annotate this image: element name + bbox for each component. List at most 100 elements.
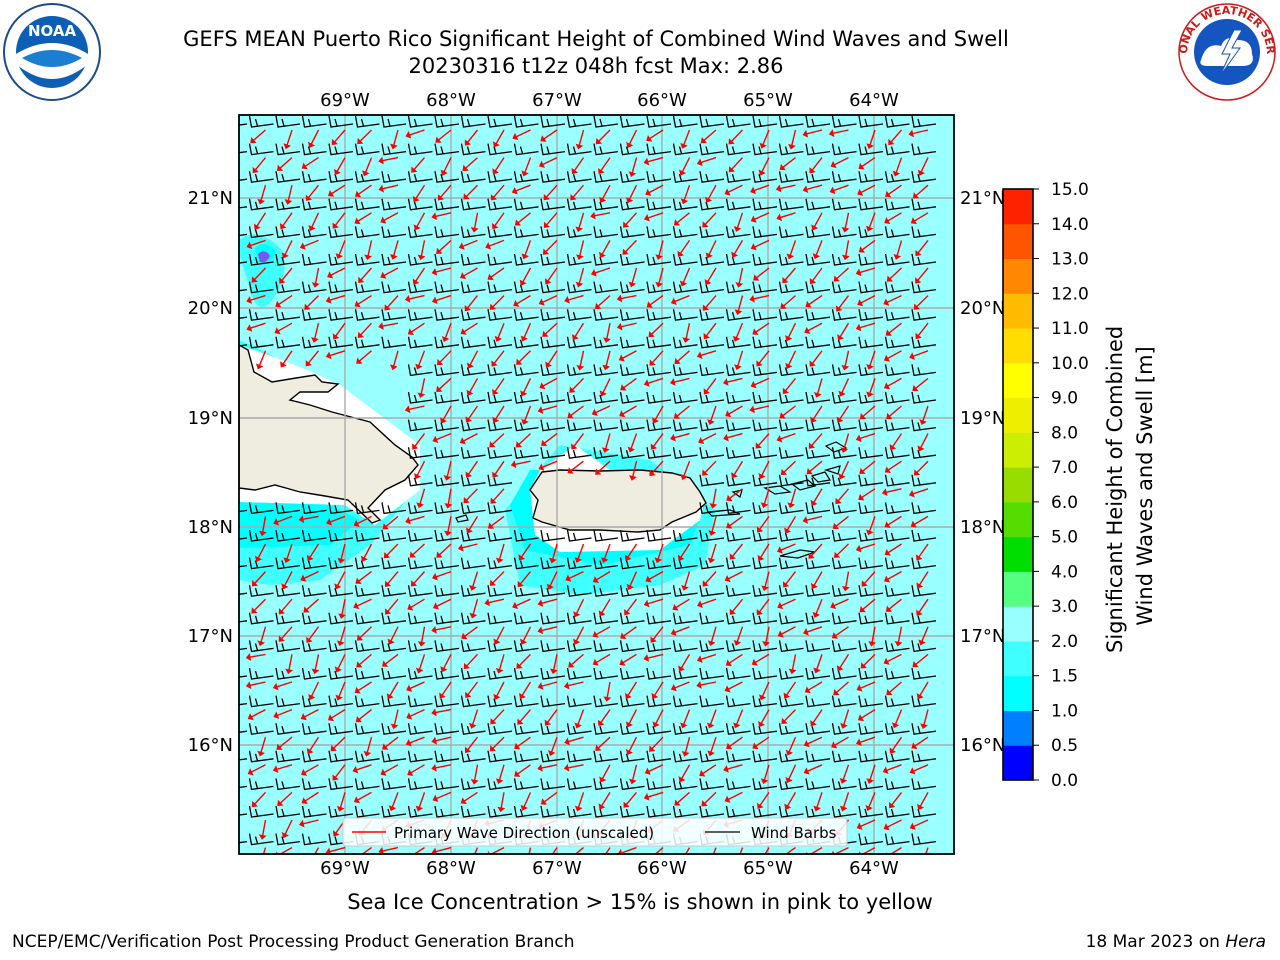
wind-barb [248, 529, 274, 542]
wind-barb [911, 115, 937, 128]
wave-direction-arrow [239, 240, 240, 242]
wave-direction-arrow [673, 377, 690, 383]
wave-arrow-head [354, 190, 362, 198]
wind-barb [778, 364, 804, 377]
wave-arrow-head [840, 723, 848, 729]
wave-direction-arrow [731, 543, 744, 557]
wave-arrow-head [387, 638, 395, 645]
wave-direction-arrow [516, 294, 531, 305]
colorbar-swatch [1003, 745, 1033, 781]
wave-direction-arrow [438, 543, 452, 556]
wave-direction-arrow [680, 543, 691, 558]
wind-barb [248, 640, 274, 653]
wind-barb [619, 171, 645, 183]
wave-arrow-head [752, 328, 759, 336]
wave-direction-arrow [622, 653, 637, 664]
wave-arrow-head [831, 741, 838, 749]
wave-direction-arrow [810, 543, 823, 557]
wave-arrow-head [782, 581, 790, 588]
wave-arrow-head [459, 437, 466, 445]
wave-arrow-head [546, 583, 554, 590]
wave-arrow-head [812, 611, 820, 618]
wind-barb [752, 253, 778, 266]
wave-arrow-head [545, 361, 552, 368]
wind-barb [646, 364, 672, 377]
wave-arrow-head [698, 437, 705, 445]
wave-arrow-head [405, 131, 412, 139]
wave-arrow-head [866, 778, 874, 784]
wave-direction-arrow [276, 708, 293, 717]
nws-logo: NATIONAL WEATHER SERVICE [1176, 2, 1277, 101]
wave-direction-arrow [836, 267, 849, 280]
wind-barb [434, 309, 460, 321]
wave-arrow-head [541, 439, 548, 447]
wave-arrow-head [909, 352, 916, 360]
wave-direction-arrow [601, 184, 611, 200]
wave-arrow-head [803, 767, 810, 775]
wave-direction-arrow [845, 571, 850, 588]
wave-arrow-head [840, 447, 849, 453]
wave-direction-arrow [913, 212, 929, 222]
wave-arrow-head [893, 254, 902, 260]
wave-arrow-head [386, 693, 394, 700]
wave-direction-arrow [783, 709, 797, 722]
wave-direction-arrow [310, 129, 320, 145]
wind-barb [513, 171, 539, 183]
wind-barb [672, 667, 698, 680]
wave-arrow-head [858, 246, 866, 253]
wave-direction-arrow [541, 626, 558, 632]
wave-direction-arrow [813, 571, 823, 586]
wind-barb [460, 198, 486, 211]
wave-direction-arrow [863, 653, 876, 667]
wind-barb [301, 723, 327, 735]
wave-arrow-head [680, 198, 689, 205]
wind-barb [487, 281, 513, 294]
wind-barb [381, 612, 407, 625]
wave-direction-arrow [493, 350, 505, 364]
wave-arrow-head [813, 805, 821, 812]
wave-arrow-head [484, 598, 490, 607]
wind-barb [407, 419, 433, 432]
wave-arrow-head [304, 303, 311, 310]
wave-arrow-head [734, 309, 743, 315]
wind-barb [248, 612, 274, 625]
wind-barb [858, 391, 884, 404]
wave-direction-arrow [859, 681, 876, 689]
wave-direction-arrow [547, 267, 558, 282]
wind-barb [434, 336, 460, 349]
wind-barb [434, 281, 460, 294]
wind-barb [911, 171, 937, 183]
wave-direction-arrow [524, 157, 532, 173]
wave-direction-arrow [498, 764, 505, 781]
wind-barb [487, 778, 513, 791]
wave-arrow-head [679, 169, 687, 176]
wind-barb [646, 336, 672, 349]
wind-barb [831, 336, 857, 349]
wind-barb [911, 474, 937, 487]
wave-arrow-head [677, 554, 685, 561]
wave-arrow-head [885, 190, 892, 198]
wave-direction-arrow [498, 543, 505, 560]
wave-direction-arrow [542, 156, 558, 166]
wind-barb [672, 143, 698, 156]
wave-direction-arrow [816, 654, 823, 670]
wave-arrow-head [358, 276, 365, 284]
wave-direction-arrow [500, 792, 505, 809]
wave-direction-arrow [416, 212, 426, 228]
wave-arrow-head [753, 274, 760, 281]
wind-barb [328, 171, 354, 183]
wave-arrow-head [590, 269, 597, 277]
wave-direction-arrow [254, 791, 267, 805]
wave-direction-arrow [567, 294, 584, 301]
wave-arrow-head [891, 722, 900, 729]
wave-direction-arrow [239, 820, 240, 821]
wave-arrow-head [412, 195, 420, 203]
wave-arrow-head [437, 194, 445, 201]
wind-barb [805, 281, 831, 294]
wave-arrow-head [592, 630, 599, 638]
wave-direction-arrow [528, 847, 532, 854]
wind-barb [699, 198, 725, 211]
wave-direction-arrow [736, 626, 744, 643]
wave-arrow-head [574, 722, 582, 729]
wind-barb [566, 281, 592, 294]
